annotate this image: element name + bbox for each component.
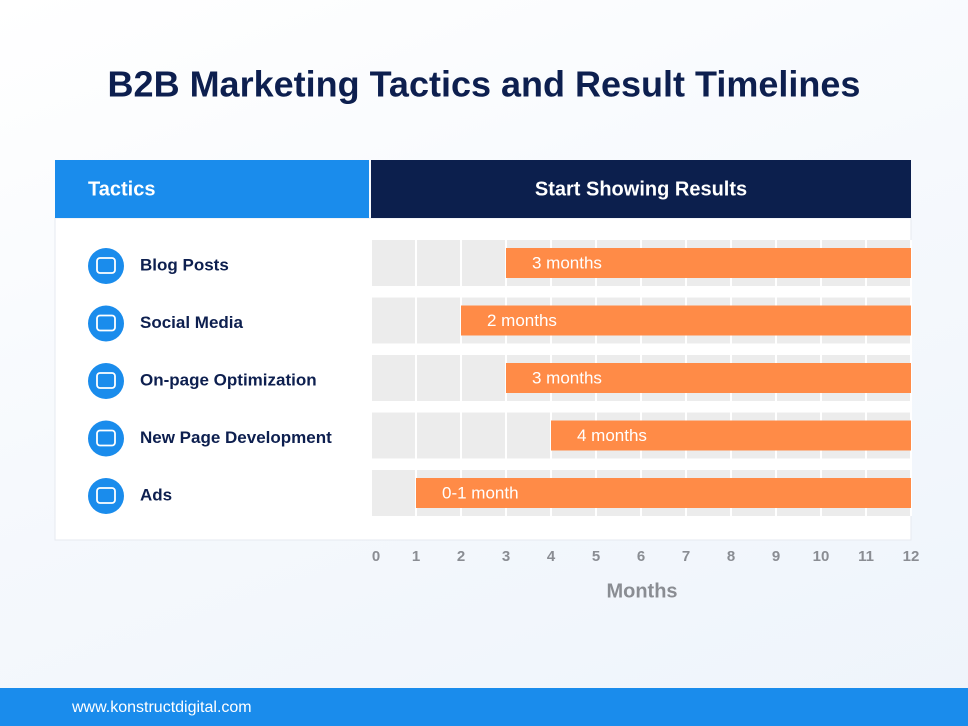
tactic-icon xyxy=(88,420,124,457)
x-tick-label: 7 xyxy=(682,548,690,565)
tactic-icon xyxy=(88,305,124,342)
x-tick-label: 6 xyxy=(637,548,645,565)
x-tick-label: 9 xyxy=(772,548,780,565)
category-header: Tactics xyxy=(88,178,155,200)
x-tick-label: 1 xyxy=(412,548,420,565)
value-header: Start Showing Results xyxy=(535,178,747,200)
value-label: 0-1 month xyxy=(442,483,519,502)
value-label: 4 months xyxy=(577,426,647,445)
header-left xyxy=(55,160,369,218)
x-tick-label: 10 xyxy=(813,548,830,565)
tactic-icon-glyph xyxy=(96,314,116,332)
value-label: 3 months xyxy=(532,253,602,272)
tactic-icon xyxy=(88,478,124,514)
category-label: Social Media xyxy=(140,313,244,332)
x-tick-label: 8 xyxy=(727,548,735,565)
tactic-icon xyxy=(88,363,124,399)
x-tick-label: 3 xyxy=(502,548,510,565)
x-tick-label: 11 xyxy=(858,548,874,565)
chart-title: B2B Marketing Tactics and Result Timelin… xyxy=(108,64,861,105)
category-label: Blog Posts xyxy=(140,255,229,274)
bar xyxy=(506,248,911,278)
value-label: 3 months xyxy=(532,368,602,387)
value-label: 2 months xyxy=(487,311,557,330)
tactic-icon-glyph xyxy=(96,372,116,389)
x-tick-label: 12 xyxy=(903,548,920,565)
bar xyxy=(416,478,911,508)
bar xyxy=(461,305,911,336)
tactic-icon-glyph xyxy=(96,257,116,274)
x-axis-label: Months xyxy=(606,580,677,602)
category-label: On-page Optimization xyxy=(140,370,317,389)
tactic-icon xyxy=(88,248,124,284)
footer-url: www.konstructdigital.com xyxy=(71,699,252,716)
bar xyxy=(506,363,911,393)
bar xyxy=(551,420,911,451)
x-tick-label: 0 xyxy=(372,548,380,565)
header-right xyxy=(371,160,911,218)
footer-bar xyxy=(0,688,968,726)
category-label: Ads xyxy=(140,485,172,504)
tactic-icon-glyph xyxy=(96,429,116,447)
x-tick-label: 5 xyxy=(592,548,600,565)
x-tick-label: 4 xyxy=(547,548,556,565)
x-tick-label: 2 xyxy=(457,548,465,565)
category-label: New Page Development xyxy=(140,428,332,447)
tactic-icon-glyph xyxy=(96,487,116,504)
